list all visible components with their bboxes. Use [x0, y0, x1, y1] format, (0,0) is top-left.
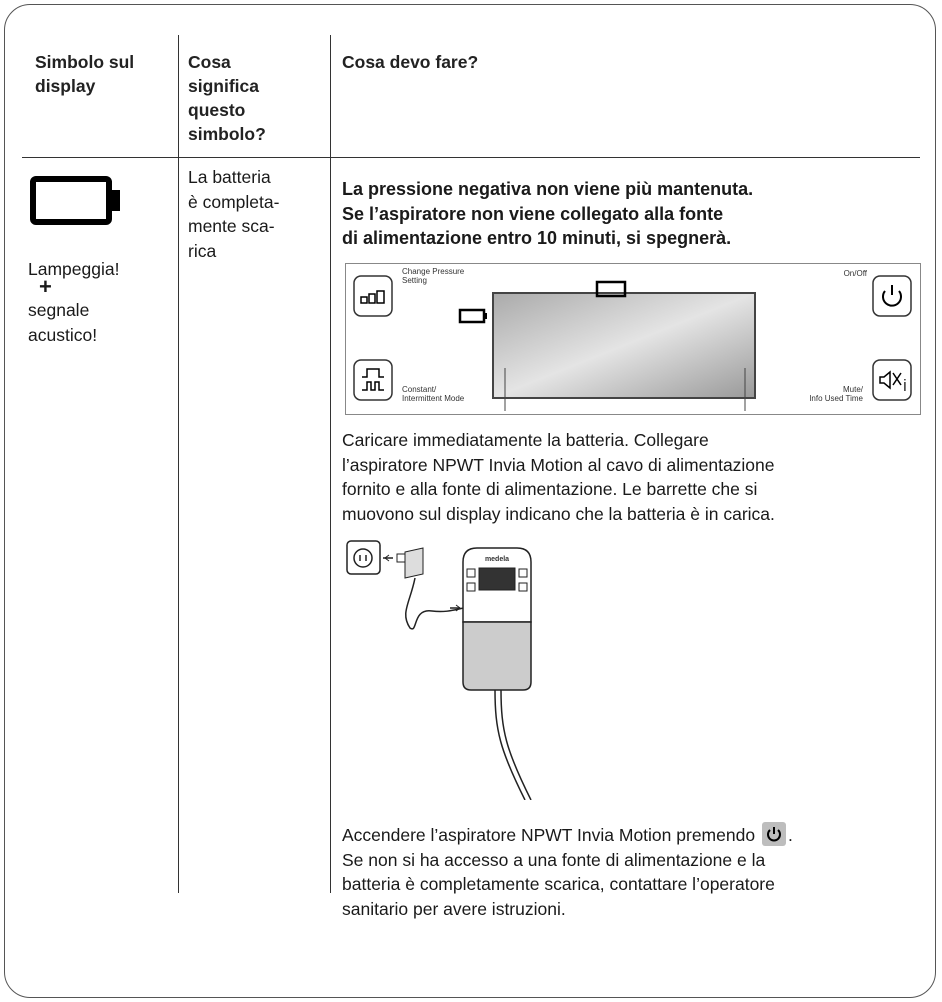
text-line: La batteria — [188, 167, 271, 187]
device-brand: medela — [485, 556, 509, 563]
text-line: Cosa — [188, 52, 231, 72]
text-line: sanitario per avere istruzioni. — [342, 898, 566, 919]
text-line: rica — [188, 240, 217, 261]
row-divider — [22, 157, 920, 158]
text-line: acustico! — [28, 324, 98, 345]
control-panel-illustration: i Change Pressure Setting On/Off Constant… — [345, 263, 921, 415]
text-line: Accendere l’aspiratore NPWT Invia Motion… — [342, 822, 793, 848]
text-line: l’aspiratore NPWT Invia Motion al cavo d… — [342, 454, 775, 475]
text-line: mente sca- — [188, 216, 275, 236]
text-line: display — [35, 76, 96, 96]
header-cell: Simbolo sul display — [35, 50, 134, 98]
text-line: muovono sul display indicano che la batt… — [342, 503, 775, 524]
panel-label: Mute/Info Used Time — [809, 385, 864, 403]
text-line: batteria è completamente scarica, contat… — [342, 874, 775, 894]
text-line: Mute/ — [843, 385, 864, 394]
text-line: Intermittent Mode — [402, 394, 465, 403]
charging-illustration: medela — [346, 540, 532, 800]
text-line: Caricare immediatamente la batteria. Col… — [342, 430, 709, 450]
text-line: fornito e alla fonte di alimentazione. L… — [342, 479, 758, 499]
sound-label: segnale acustico! — [28, 298, 97, 347]
text-block: Se non si ha accesso a una fonte di alim… — [342, 848, 793, 922]
header-cell: Cosa devo fare? — [342, 50, 478, 74]
warning-text: La pressione negativa non viene più mant… — [342, 177, 753, 251]
text-line: Info Used Time — [809, 394, 863, 403]
plus-sign: + — [39, 274, 52, 299]
text-line: di alimentazione entro 10 minuti, si spe… — [342, 228, 732, 248]
panel-label: Change Pressure Setting — [402, 267, 465, 285]
text: Accendere l’aspiratore NPWT Invia Motion… — [342, 825, 756, 845]
text-line: Cosa devo fare? — [342, 52, 479, 72]
meaning-cell: La batteria è completa-mente sca-rica — [188, 165, 279, 263]
text-line: è completa- — [188, 191, 280, 212]
charge-instructions: Caricare immediatamente la batteria. Col… — [342, 428, 775, 526]
battery-icon — [30, 176, 120, 225]
svg-text:i: i — [903, 376, 907, 395]
text-line: Se l’aspiratore non viene collegato alla… — [342, 203, 724, 224]
text-line: Constant/ — [402, 385, 437, 394]
text-line: segnale — [28, 300, 90, 320]
column-divider — [330, 35, 331, 893]
panel-label: On/Off — [844, 269, 868, 278]
power-button-icon — [761, 822, 786, 846]
text-line: Change Pressure — [402, 267, 465, 276]
switch-on-instructions: Accendere l’aspiratore NPWT Invia Motion… — [342, 822, 793, 921]
text-line: significa — [188, 76, 259, 96]
text-line: La pressione negativa non viene più mant… — [342, 179, 754, 199]
text-line: Simbolo sul — [35, 52, 135, 72]
page-frame — [4, 4, 936, 998]
text-line: Se non si ha accesso a una fonte di alim… — [342, 849, 766, 870]
flash-label: Lampeggia! — [28, 259, 120, 279]
text-line: Setting — [402, 276, 427, 285]
header-cell: Cosa significa questo simbolo? — [188, 50, 266, 146]
panel-label: Constant/Intermittent Mode — [402, 385, 465, 403]
column-divider — [178, 35, 179, 893]
text-line: questo — [188, 100, 246, 120]
text-line: simbolo? — [188, 124, 266, 144]
text: . — [787, 825, 793, 845]
